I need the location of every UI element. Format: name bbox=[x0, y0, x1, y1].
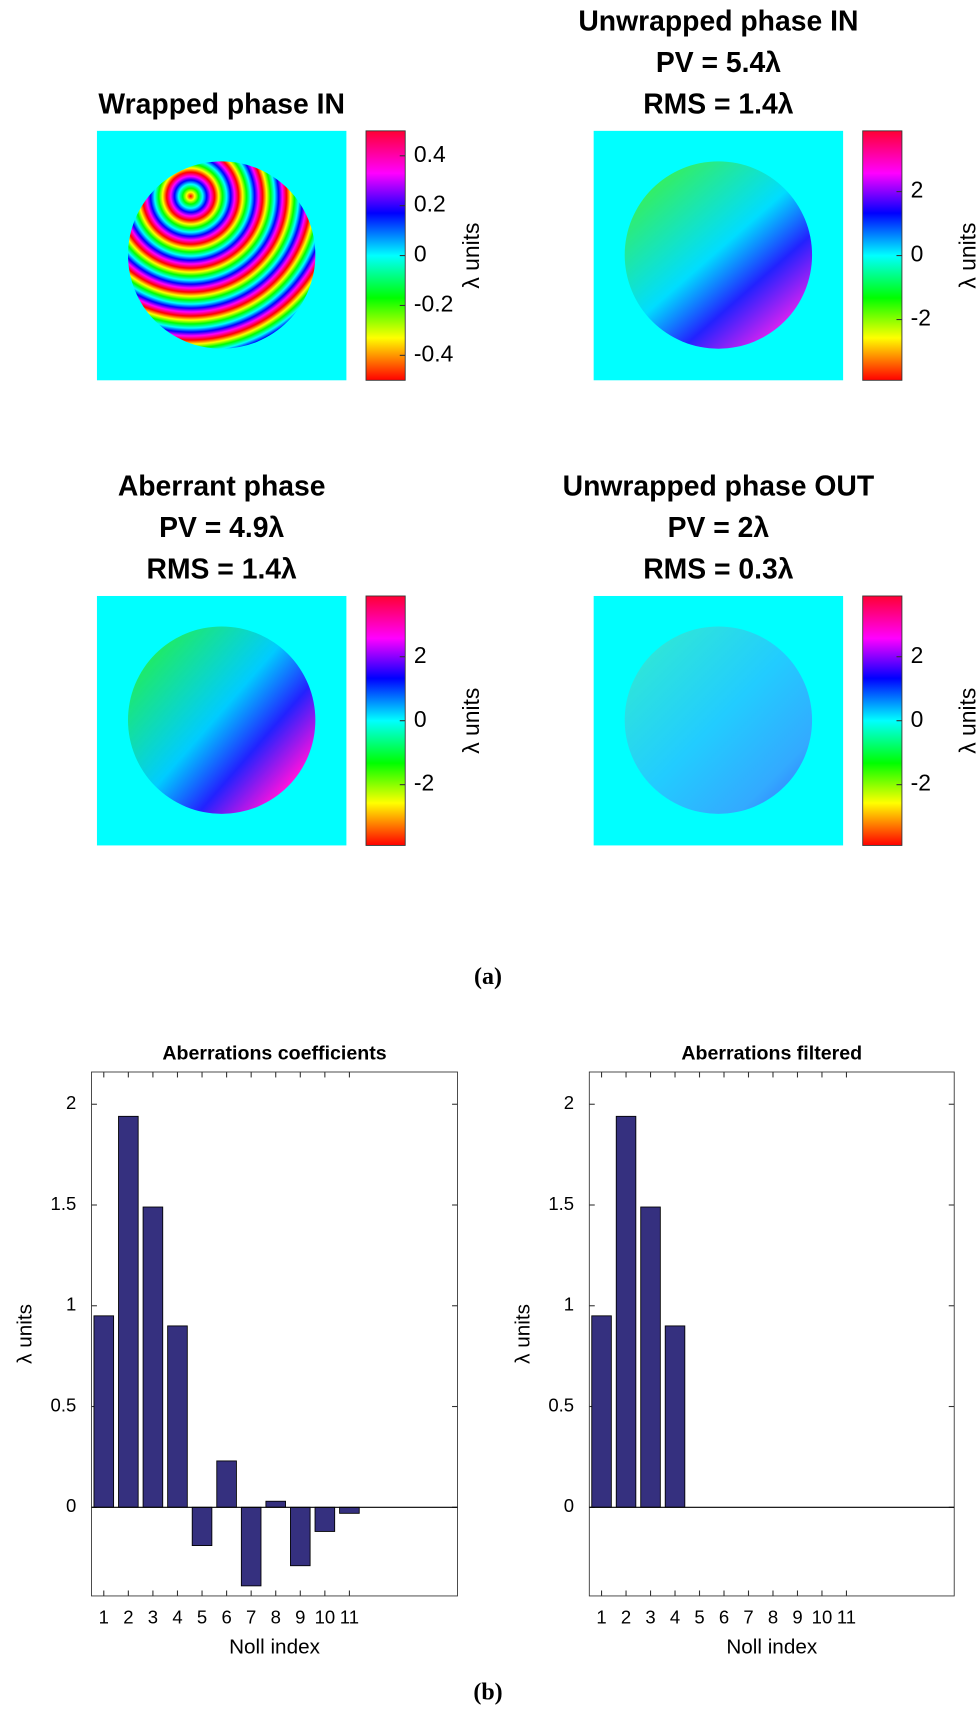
bar bbox=[191, 1506, 213, 1547]
bar bbox=[93, 1315, 115, 1508]
phase-map bbox=[127, 161, 316, 349]
x-tick-label: 6 bbox=[719, 1607, 729, 1628]
colorbar-label: λ units bbox=[955, 688, 976, 754]
x-tick-label: 4 bbox=[172, 1607, 182, 1628]
phase-map bbox=[127, 626, 316, 814]
bar bbox=[118, 1115, 139, 1508]
y-tick-label: 0 bbox=[66, 1495, 76, 1516]
colorbar-tick-label: -0.2 bbox=[414, 291, 453, 317]
x-tick-label: 5 bbox=[694, 1607, 704, 1628]
colorbar bbox=[365, 595, 406, 846]
x-tick-label: 8 bbox=[768, 1607, 778, 1628]
x-tick-label: 3 bbox=[148, 1607, 158, 1628]
x-tick-label: 1 bbox=[99, 1607, 109, 1628]
colorbar-label: λ units bbox=[955, 223, 976, 289]
colorbar bbox=[365, 130, 406, 381]
y-axis-label: λ units bbox=[511, 1304, 534, 1364]
colorbar-tick-label: 0 bbox=[414, 706, 427, 732]
x-tick-label: 2 bbox=[123, 1607, 133, 1628]
x-tick-label: 11 bbox=[340, 1607, 359, 1628]
x-tick-label: 10 bbox=[812, 1607, 833, 1628]
phase-map bbox=[624, 626, 813, 814]
y-tick-label: 0.5 bbox=[51, 1394, 77, 1415]
x-tick-label: 9 bbox=[295, 1607, 305, 1628]
y-axis-label: λ units bbox=[14, 1304, 37, 1364]
bar bbox=[240, 1506, 262, 1587]
panel-title: RMS = 1.4λ bbox=[147, 553, 298, 585]
bar bbox=[290, 1506, 311, 1567]
bar bbox=[664, 1325, 686, 1508]
panel-title: PV = 2λ bbox=[668, 512, 770, 544]
colorbar-tick-label: -2 bbox=[911, 770, 931, 796]
chart-title: Aberrations filtered bbox=[681, 1043, 862, 1065]
panel-title: PV = 5.4λ bbox=[656, 47, 781, 79]
colorbar-tick-label: 0.2 bbox=[414, 191, 446, 217]
bar bbox=[265, 1500, 286, 1508]
panel-title: PV = 4.9λ bbox=[159, 512, 284, 544]
x-tick-label: 2 bbox=[621, 1607, 631, 1628]
x-tick-label: 4 bbox=[670, 1607, 680, 1628]
x-tick-label: 7 bbox=[246, 1607, 256, 1628]
panel-title: Wrapped phase IN bbox=[98, 88, 344, 120]
x-tick-label: 5 bbox=[197, 1607, 207, 1628]
colorbar-label: λ units bbox=[458, 688, 484, 754]
x-tick-label: 1 bbox=[596, 1607, 606, 1628]
y-tick-label: 2 bbox=[66, 1092, 76, 1113]
colorbar-tick-label: 0 bbox=[414, 241, 427, 267]
x-tick-label: 6 bbox=[221, 1607, 231, 1628]
panel-title: Unwrapped phase IN bbox=[578, 6, 858, 38]
colorbar-tick-label: -0.4 bbox=[414, 340, 454, 366]
x-axis-label: Noll index bbox=[726, 1636, 817, 1659]
colorbar-tick-label: -2 bbox=[414, 770, 434, 796]
colorbar bbox=[862, 130, 903, 381]
y-tick-label: 1.5 bbox=[51, 1193, 77, 1214]
colorbar-label: λ units bbox=[458, 223, 484, 289]
bar bbox=[615, 1115, 637, 1508]
bar bbox=[591, 1315, 612, 1508]
colorbar-tick-label: 0 bbox=[911, 241, 924, 267]
x-tick-label: 11 bbox=[837, 1607, 856, 1628]
y-tick-label: 1 bbox=[564, 1294, 574, 1315]
x-axis-label: Noll index bbox=[229, 1636, 320, 1659]
x-tick-label: 10 bbox=[315, 1607, 336, 1628]
bar bbox=[167, 1325, 188, 1508]
colorbar-tick-label: 2 bbox=[414, 642, 427, 668]
colorbar-tick-label: 0.4 bbox=[414, 141, 446, 167]
panel-title: Aberrant phase bbox=[118, 471, 326, 503]
colorbar bbox=[862, 595, 903, 846]
x-tick-label: 3 bbox=[645, 1607, 655, 1628]
bar bbox=[216, 1460, 237, 1508]
colorbar-tick-label: 2 bbox=[911, 177, 924, 203]
x-tick-label: 7 bbox=[743, 1607, 753, 1628]
y-tick-label: 2 bbox=[564, 1092, 574, 1113]
y-tick-label: 0 bbox=[564, 1495, 574, 1516]
caption: (b) bbox=[473, 1679, 502, 1705]
caption: (a) bbox=[474, 964, 502, 990]
x-tick-label: 8 bbox=[271, 1607, 281, 1628]
colorbar-tick-label: 2 bbox=[911, 642, 924, 668]
y-tick-label: 0.5 bbox=[548, 1394, 574, 1415]
colorbar-tick-label: 0 bbox=[911, 706, 924, 732]
chart-title: Aberrations coefficients bbox=[162, 1043, 386, 1065]
panel-title: RMS = 1.4λ bbox=[643, 88, 794, 120]
y-tick-label: 1 bbox=[66, 1294, 76, 1315]
bar bbox=[339, 1506, 360, 1514]
y-tick-label: 1.5 bbox=[548, 1193, 574, 1214]
colorbar-tick-label: -2 bbox=[911, 305, 931, 331]
bar bbox=[142, 1206, 164, 1508]
bar bbox=[640, 1206, 661, 1508]
panel-title: Unwrapped phase OUT bbox=[563, 471, 874, 503]
bar bbox=[314, 1506, 336, 1532]
panel-title: RMS = 0.3λ bbox=[643, 553, 794, 585]
x-tick-label: 9 bbox=[792, 1607, 802, 1628]
phase-map bbox=[624, 161, 813, 349]
